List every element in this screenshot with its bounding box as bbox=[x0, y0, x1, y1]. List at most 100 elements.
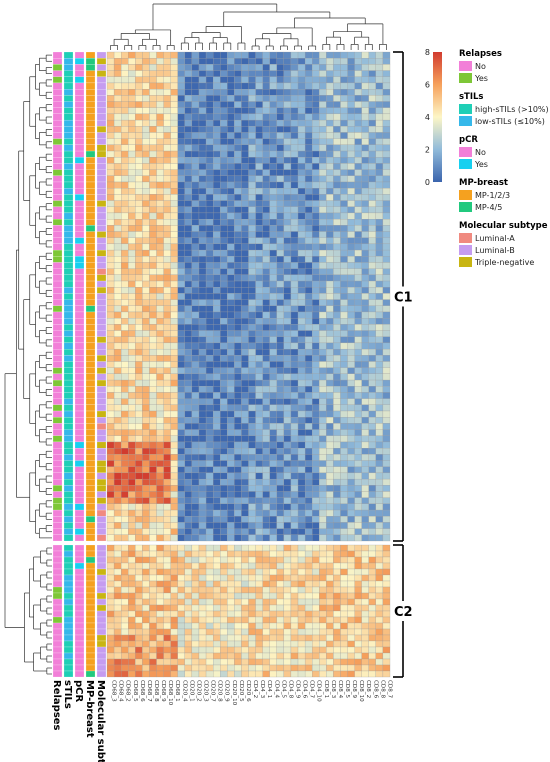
heatmap-cell bbox=[354, 89, 362, 96]
heatmap-cell bbox=[220, 138, 228, 145]
heatmap-cell bbox=[177, 392, 185, 399]
heatmap-cell bbox=[213, 70, 221, 77]
heatmap-cell bbox=[184, 311, 193, 319]
heatmap-cell bbox=[290, 188, 299, 195]
heatmap-cell bbox=[368, 509, 376, 517]
annotation-cell bbox=[52, 417, 63, 424]
heatmap-cell bbox=[142, 580, 150, 588]
heatmap-cell bbox=[220, 256, 228, 263]
heatmap-cell bbox=[326, 311, 334, 319]
annotation-cell bbox=[52, 70, 63, 77]
heatmap-cell bbox=[304, 225, 313, 232]
heatmap-cell bbox=[290, 243, 299, 251]
heatmap-cell bbox=[340, 175, 348, 183]
heatmap-cell bbox=[121, 299, 129, 306]
heatmap-cell bbox=[375, 550, 384, 558]
heatmap-cell bbox=[368, 441, 376, 449]
heatmap-cell bbox=[234, 348, 242, 356]
heatmap-cell bbox=[248, 181, 256, 189]
heatmap-cell bbox=[106, 616, 115, 624]
heatmap-cell bbox=[106, 194, 115, 201]
heatmap-cell bbox=[177, 417, 185, 424]
heatmap-cell bbox=[297, 574, 306, 582]
heatmap-cell bbox=[213, 503, 221, 511]
heatmap-cell bbox=[326, 628, 334, 636]
heatmap-cell bbox=[255, 586, 263, 594]
heatmap-cell bbox=[375, 150, 384, 158]
heatmap-cell bbox=[163, 58, 171, 65]
heatmap-cell bbox=[191, 237, 200, 245]
heatmap-cell bbox=[191, 330, 200, 337]
heatmap-cell bbox=[220, 574, 228, 582]
heatmap-cell bbox=[297, 423, 306, 430]
heatmap-cell bbox=[368, 503, 376, 511]
annotation-cell bbox=[85, 392, 96, 399]
heatmap-cell bbox=[163, 509, 171, 517]
heatmap-cell bbox=[255, 417, 263, 424]
heatmap-cell bbox=[269, 522, 277, 529]
heatmap-cell bbox=[135, 293, 143, 300]
heatmap-cell bbox=[354, 528, 362, 535]
heatmap-cell bbox=[156, 324, 164, 331]
heatmap-cell bbox=[142, 311, 150, 319]
heatmap-cell bbox=[113, 293, 122, 300]
heatmap-cell bbox=[227, 206, 235, 214]
heatmap-cell bbox=[312, 379, 320, 387]
heatmap-cell bbox=[304, 460, 313, 467]
heatmap-cell bbox=[121, 628, 129, 636]
heatmap-cell bbox=[128, 256, 136, 263]
heatmap-cell bbox=[347, 175, 355, 183]
heatmap-cell bbox=[354, 70, 362, 77]
column-label: CD4_2 bbox=[252, 680, 258, 698]
heatmap-cell bbox=[326, 568, 334, 576]
heatmap-cell bbox=[326, 89, 334, 96]
heatmap-cell bbox=[170, 534, 178, 542]
heatmap-cell bbox=[128, 355, 136, 362]
annotation-cell bbox=[52, 423, 63, 430]
heatmap-cell bbox=[163, 194, 171, 201]
heatmap-cell bbox=[347, 150, 355, 158]
heatmap-cell bbox=[121, 225, 129, 232]
heatmap-cell bbox=[170, 417, 178, 424]
heatmap-cell bbox=[368, 101, 376, 108]
heatmap-cell bbox=[262, 287, 270, 294]
annotation-cell bbox=[85, 113, 96, 121]
heatmap-cell bbox=[142, 82, 150, 90]
annotation-cell bbox=[74, 423, 85, 430]
heatmap-cell bbox=[382, 330, 391, 337]
heatmap-cell bbox=[156, 58, 164, 65]
heatmap-cell bbox=[142, 107, 150, 115]
heatmap-cell bbox=[163, 604, 171, 612]
heatmap-cell bbox=[163, 616, 171, 624]
heatmap-cell bbox=[262, 206, 270, 214]
heatmap-cell bbox=[304, 82, 313, 90]
heatmap-cell bbox=[269, 460, 277, 467]
heatmap-cell bbox=[255, 287, 263, 294]
heatmap-cell bbox=[304, 640, 313, 648]
heatmap-cell bbox=[220, 404, 228, 412]
heatmap-cell bbox=[184, 664, 193, 672]
heatmap-cell bbox=[213, 243, 221, 251]
heatmap-cell bbox=[177, 586, 185, 594]
heatmap-cell bbox=[106, 157, 115, 164]
annotation-cell bbox=[63, 355, 74, 362]
heatmap-cell bbox=[163, 95, 171, 102]
heatmap-cell bbox=[142, 379, 150, 387]
heatmap-cell bbox=[121, 373, 129, 381]
heatmap-cell bbox=[184, 586, 193, 594]
heatmap-cell bbox=[375, 324, 384, 331]
heatmap-cell bbox=[241, 417, 249, 424]
heatmap-cell bbox=[184, 410, 193, 418]
heatmap-cell bbox=[312, 485, 320, 492]
heatmap-cell bbox=[368, 562, 376, 570]
annotation-cell bbox=[96, 95, 107, 102]
heatmap-cell bbox=[241, 64, 249, 71]
heatmap-cell bbox=[297, 466, 306, 474]
heatmap-cell bbox=[333, 497, 341, 504]
annotation-cell bbox=[85, 592, 96, 600]
heatmap-cell bbox=[220, 348, 228, 356]
heatmap-cell bbox=[227, 138, 235, 145]
heatmap-cell bbox=[121, 157, 129, 164]
heatmap-cell bbox=[354, 305, 362, 313]
column-label: CD20_6 bbox=[245, 680, 251, 702]
